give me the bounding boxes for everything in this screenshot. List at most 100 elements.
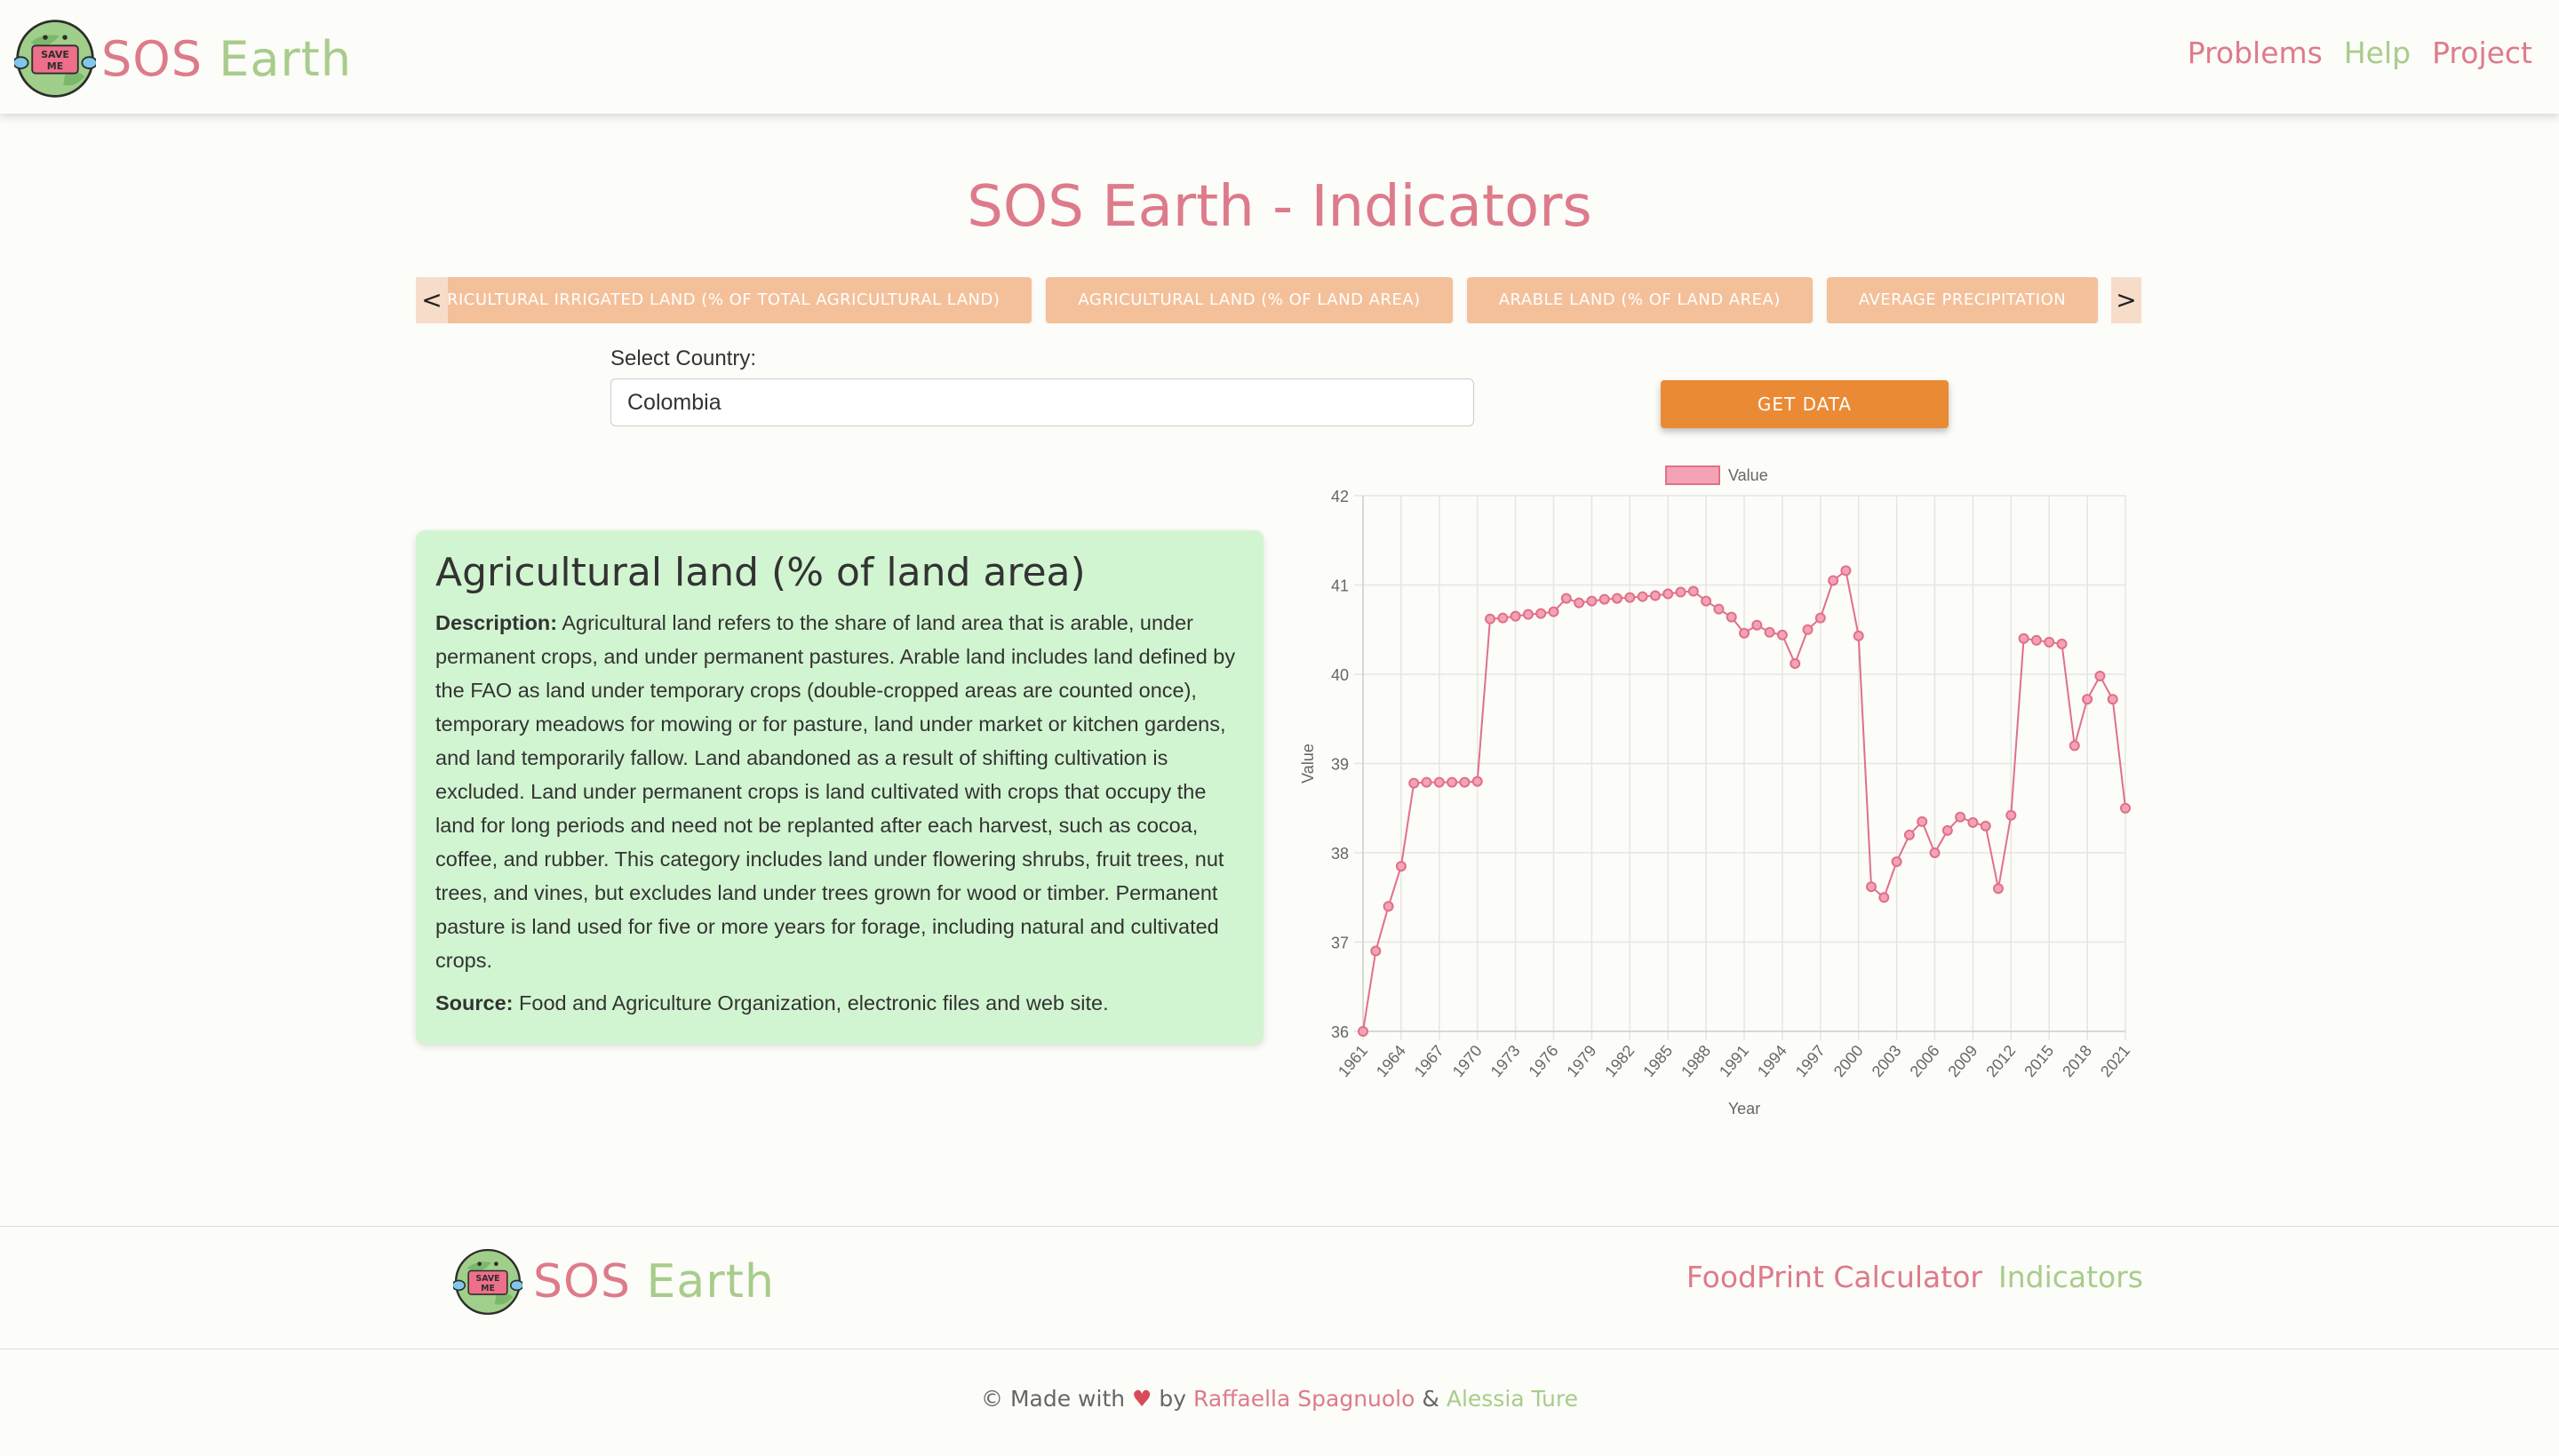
x-tick-label: 1988 [1678,1042,1714,1081]
data-point [1624,592,1636,603]
data-point [1764,626,1775,638]
data-point [1358,1026,1368,1037]
heart-icon: ♥ [1132,1386,1152,1412]
data-point [1612,593,1622,604]
x-tick-label: 1967 [1411,1042,1447,1081]
x-tick-label: 1982 [1601,1042,1638,1081]
indicator-chip-arable-land[interactable]: ARABLE LAND (% OF LAND AREA) [1466,277,1813,323]
nav-project-link[interactable]: Project [2432,36,2532,70]
carousel-next-button[interactable]: > [2111,277,2141,323]
brand-name-sos: SOS [101,30,203,87]
y-tick-label: 37 [1331,935,1349,952]
indicator-chip-agricultural-land[interactable]: AGRICULTURAL LAND (% OF LAND AREA) [1046,277,1453,323]
data-point [1598,593,1610,605]
author-link-alessia[interactable]: Alessia Ture [1446,1386,1578,1412]
get-data-button[interactable]: GET DATA [1661,380,1949,428]
nav-help-link[interactable]: Help [2343,36,2412,70]
data-point [1497,612,1509,624]
x-tick-label: 2003 [1869,1042,1905,1081]
earth-logo-icon: SAVE ME [14,20,96,98]
footer-brand-sos: SOS [533,1255,631,1309]
data-point [1828,575,1839,586]
indicator-description: Description: Agricultural land refers to… [435,606,1244,977]
data-point [1866,881,1877,893]
data-point [2094,671,2106,682]
y-tick-label: 40 [1331,666,1349,684]
footer-links: FoodPrint Calculator Indicators [1686,1260,2143,1294]
data-point [1586,595,1598,607]
indicator-chip-irrigated-land[interactable]: AGRICULTURAL IRRIGATED LAND (% OF TOTAL … [416,277,1032,323]
data-point [1739,627,1750,639]
y-tick-label: 38 [1331,845,1349,863]
data-point [1447,776,1458,788]
data-point [2107,694,2118,705]
data-point [1814,612,1826,624]
indicator-chip-average-precipitation[interactable]: AVERAGE PRECIPITATION [1826,277,2099,323]
source-label: Source: [435,991,514,1014]
brand-name-earth: Earth [219,30,353,87]
x-tick-label: 2015 [2021,1042,2057,1081]
data-point [1903,829,1915,840]
data-point [1687,585,1699,597]
data-point [1891,856,1902,868]
svg-text:SAVE: SAVE [41,49,69,60]
x-tick-label: 1979 [1563,1042,1599,1081]
description-label: Description: [435,611,558,634]
data-point [1560,593,1572,604]
data-point [1853,630,1864,641]
country-input[interactable] [610,378,1474,426]
y-tick-label: 41 [1331,577,1349,595]
x-tick-label: 2006 [1907,1042,1943,1081]
y-axis-title: Value [1299,744,1317,784]
data-point [1675,586,1686,598]
x-tick-label: 1976 [1526,1042,1562,1081]
y-tick-label: 39 [1331,756,1349,774]
credits-amp: & [1422,1386,1439,1412]
x-tick-label: 2021 [2097,1042,2133,1081]
credits-prefix: © Made with [981,1386,1126,1412]
author-link-raffaella[interactable]: Raffaella Spagnuolo [1193,1386,1415,1412]
footer-foodprint-link[interactable]: FoodPrint Calculator [1686,1260,1982,1294]
legend-swatch [1665,465,1720,485]
data-point [1471,776,1483,787]
data-point [2056,638,2068,649]
footer-indicators-link[interactable]: Indicators [1997,1260,2143,1294]
footer-brand-link[interactable]: SAVE ME SOS Earth [453,1247,775,1317]
x-tick-label: 2012 [1982,1042,2019,1081]
indicator-carousel: AGRICULTURAL IRRIGATED LAND (% OF TOTAL … [416,277,2170,323]
x-axis-title: Year [1728,1100,1760,1118]
carousel-prev-button[interactable]: < [416,277,448,323]
x-tick-label: 1985 [1639,1042,1676,1081]
data-point [1548,606,1559,617]
data-point [2069,740,2080,752]
data-point [1790,657,1801,669]
data-point [2030,634,2042,646]
data-point [1701,595,1712,607]
footer-divider-top [0,1226,2559,1227]
data-point [1485,613,1495,625]
data-point [2018,633,2029,644]
footer-brand-earth: Earth [646,1255,775,1309]
data-point [2120,802,2131,814]
indicator-title: Agricultural land (% of land area) [435,550,1086,595]
y-tick-label: 36 [1331,1023,1349,1041]
svg-text:ME: ME [47,60,64,72]
data-point [1370,945,1382,957]
data-point [1776,629,1788,640]
data-point [2044,636,2055,648]
footer-credits: © Made with ♥ by Raffaella Spagnuolo & A… [0,1386,2559,1412]
data-point [1840,565,1852,577]
data-point [1713,603,1725,615]
legend-label: Value [1728,466,1768,484]
data-point [1522,609,1534,620]
data-point [1929,847,1941,858]
data-point [1510,610,1521,622]
data-point [1917,816,1928,827]
data-point [1878,892,1890,903]
data-point [1980,820,1991,831]
brand-home-link[interactable]: SAVE ME SOS Earth [14,18,352,99]
nav-problems-link[interactable]: Problems [2187,36,2323,70]
svg-text:SAVE: SAVE [476,1274,500,1284]
data-point [1802,624,1814,635]
